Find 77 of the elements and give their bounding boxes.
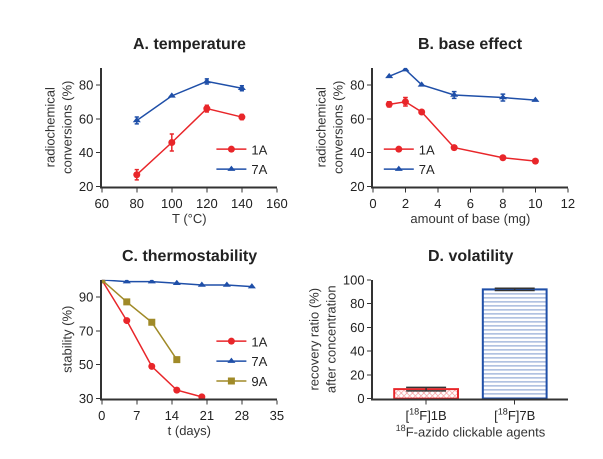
y-tick-label: 50 [78, 357, 94, 372]
x-tick-label: 28 [234, 408, 250, 423]
chart-title: D. volatility [428, 248, 514, 265]
x-tick-label: 21 [200, 408, 214, 423]
point [418, 108, 426, 116]
legend-label: 7A [251, 354, 268, 370]
x-tick-label: 35 [270, 408, 284, 423]
point [148, 362, 156, 370]
y-tick-label: 40 [350, 344, 365, 359]
legend-label: 1A [251, 142, 268, 158]
y-tick-label: 80 [350, 77, 365, 92]
y-tick-label: 60 [350, 320, 365, 335]
y-tick-label: 40 [350, 145, 365, 160]
point [173, 386, 180, 394]
legend-label: 1A [251, 334, 268, 350]
y-tick-label: 40 [78, 145, 94, 160]
y-axis-title: radiochemical conversions (%) [314, 80, 346, 174]
y-tick-label: 70 [78, 323, 94, 338]
legend-label: 1A [418, 142, 436, 158]
x-tick-label: 14 [164, 408, 180, 423]
point [222, 281, 231, 287]
x-tick-label: [$^{18}$F]7B [494, 406, 536, 423]
legend-label: 7A [251, 162, 268, 178]
x-tick-label: 100 [160, 196, 183, 211]
y-tick-label: 60 [78, 111, 94, 126]
x-tick-label: 10 [528, 196, 543, 211]
y-axis-title: recovery ratio (%) after concentration [306, 285, 338, 394]
y-tick-label: 100 [342, 272, 365, 288]
y-axis-title: stability (%) [59, 306, 74, 373]
legend-label: 7A [418, 162, 436, 178]
chart-title: C. thermostability [122, 248, 258, 265]
point [499, 154, 506, 162]
x-axis-title: T (°C) [172, 211, 207, 226]
point [198, 393, 206, 399]
y-tick-label: 20 [350, 179, 365, 194]
y-tick-label: 0 [357, 391, 365, 406]
chart-title: A. temperature [133, 36, 246, 53]
x-axis-title: $^{18}$F-azido clickable agents [396, 422, 546, 440]
point [168, 139, 176, 146]
point [198, 281, 206, 287]
x-tick-label: 0 [98, 408, 106, 423]
x-tick-label: 140 [231, 196, 253, 211]
x-tick-label: 2 [402, 196, 410, 211]
point [123, 298, 130, 306]
point [532, 158, 539, 165]
x-tick-label: 0 [369, 196, 377, 211]
x-tick-label: 160 [266, 196, 288, 211]
y-tick-label: 60 [350, 111, 365, 126]
x-tick-label: 8 [499, 196, 507, 211]
x-tick-label: 7 [133, 408, 140, 423]
point [123, 317, 130, 324]
point [173, 356, 180, 364]
x-tick-label: 4 [434, 196, 442, 211]
point [148, 318, 156, 326]
x-axis-title: amount of base (mg) [410, 211, 530, 226]
y-tick-label: 80 [78, 77, 94, 92]
y-axis-title: radiochemical conversions (%) [42, 80, 74, 174]
y-tick-label: 20 [78, 179, 94, 194]
x-tick-label: [$^{18}$F]1B [406, 406, 447, 423]
point [418, 81, 426, 87]
point [385, 72, 394, 78]
x-tick-label: 6 [466, 196, 474, 211]
legend-label: 9A [251, 374, 268, 390]
y-tick-label: 90 [78, 289, 94, 304]
x-tick-label: 120 [196, 196, 218, 211]
point [172, 280, 181, 286]
x-tick-label: 12 [560, 196, 576, 211]
y-tick-label: 80 [350, 296, 365, 312]
y-tick-label: 30 [78, 391, 94, 406]
x-tick-label: 60 [94, 196, 109, 211]
point [133, 171, 140, 178]
point [450, 144, 458, 152]
x-axis-title: t (days) [168, 423, 211, 438]
chart-title: B. base effect [418, 36, 523, 53]
x-tick-label: 80 [130, 196, 144, 211]
y-tick-label: 20 [350, 367, 365, 382]
point [168, 92, 176, 98]
